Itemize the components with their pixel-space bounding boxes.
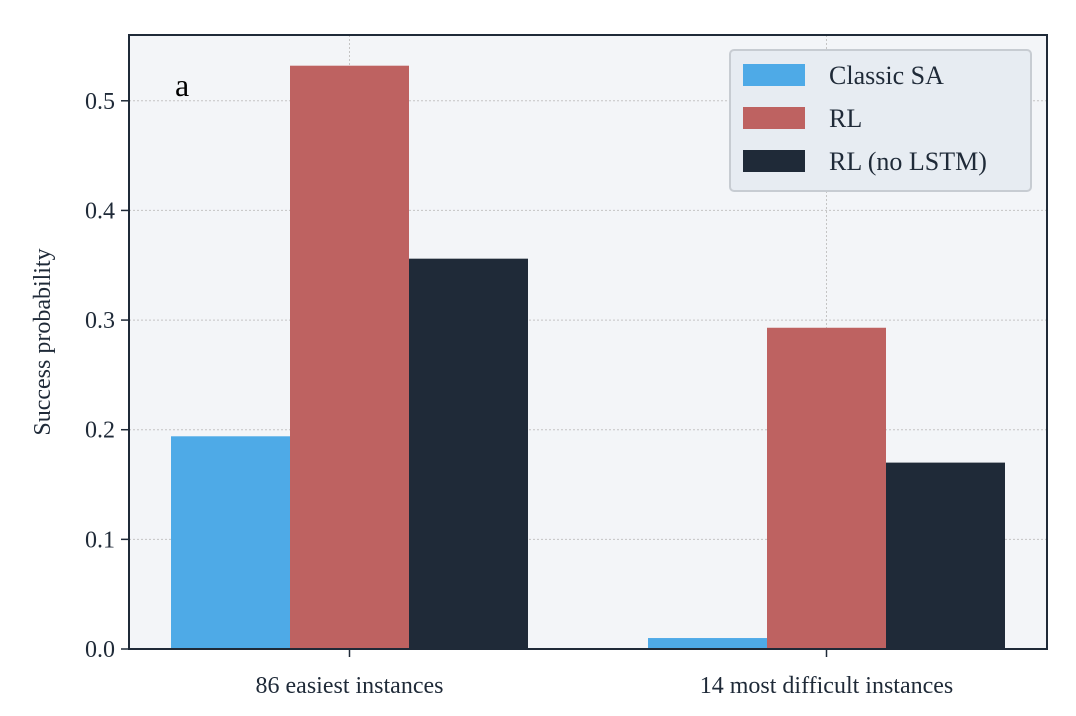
x-tick-label: 86 easiest instances: [256, 673, 444, 699]
y-tick-label: 0.4: [85, 198, 115, 224]
axis-ticks: 0.0 0.1 0.2 0.3 0.4 0.5 86 easiest instances 14…: [85, 89, 953, 699]
y-tick-label: 0.1: [85, 527, 115, 553]
x-tick-label: 14 most difficult instances: [700, 673, 954, 699]
panel-label: a: [175, 67, 189, 103]
y-tick-label: 0.5: [85, 89, 115, 115]
bar-rl-no-lstm-2: [886, 462, 1005, 649]
legend-swatch: [743, 107, 805, 129]
legend-swatch: [743, 150, 805, 172]
legend-box: [729, 49, 1032, 192]
legend-swatch: [743, 64, 805, 86]
bar-classic-sa-2: [648, 638, 767, 649]
bars: [171, 65, 1005, 649]
legend-label: RL (no LSTM): [829, 147, 987, 176]
y-axis-label: Success probability: [30, 248, 56, 435]
bar-classic-sa-1: [171, 436, 290, 649]
bar-rl-no-lstm-1: [409, 258, 528, 649]
legend-label: RL: [829, 104, 862, 133]
legend: Classic SA RL RL (no LSTM): [729, 49, 1032, 192]
y-tick-label: 0.0: [85, 637, 115, 663]
bar-rl-1: [290, 65, 409, 649]
bar-rl-2: [767, 327, 886, 649]
plot-frame: [128, 34, 1048, 650]
y-tick-label: 0.2: [85, 418, 115, 444]
y-tick-label: 0.3: [85, 308, 115, 334]
legend-label: Classic SA: [829, 61, 944, 90]
